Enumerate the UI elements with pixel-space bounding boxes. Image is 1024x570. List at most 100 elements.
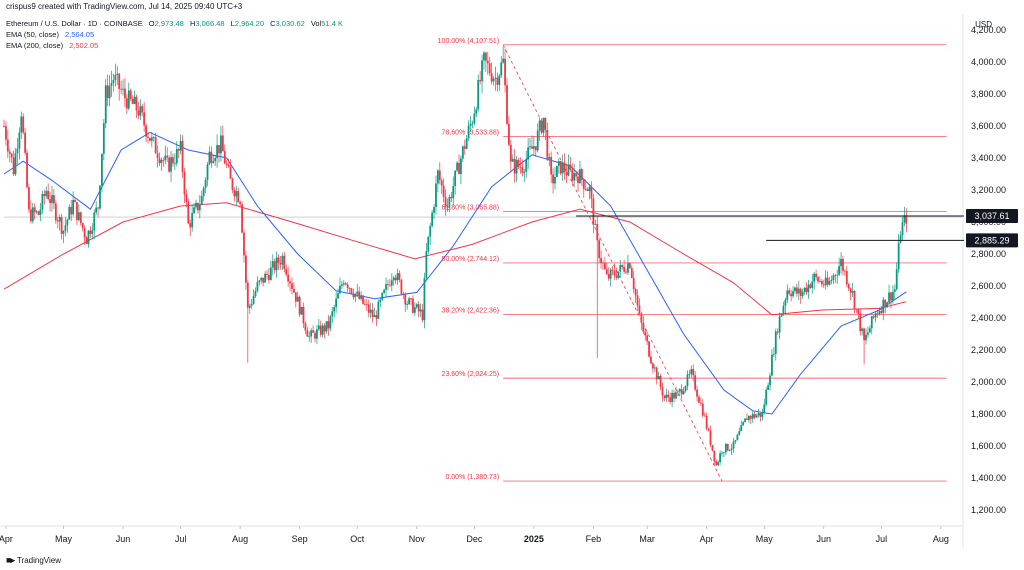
- time-tick-label: May: [55, 534, 73, 544]
- time-tick-label: Aug: [933, 534, 949, 544]
- candle-body: [832, 275, 835, 281]
- candle-body: [83, 228, 86, 238]
- candle-body: [486, 60, 489, 64]
- symbol-label[interactable]: Ethereum / U.S. Dollar · 1D · COINBASE: [6, 19, 143, 28]
- candle-body: [797, 288, 800, 294]
- candle-body: [705, 415, 708, 429]
- candle-body: [669, 397, 672, 402]
- candle-body: [592, 198, 595, 225]
- candle-body: [369, 309, 372, 313]
- candle-body: [723, 452, 725, 454]
- candle-body: [388, 284, 391, 286]
- candle-body: [18, 132, 21, 149]
- candle-body: [275, 257, 278, 271]
- candle-body: [421, 309, 424, 321]
- candle-body: [778, 316, 781, 333]
- candle-body: [35, 211, 38, 213]
- candle-body: [172, 157, 174, 164]
- candle-body: [532, 146, 535, 149]
- candle-body: [863, 328, 865, 341]
- candle-body: [364, 303, 366, 305]
- candle-body: [696, 389, 698, 397]
- candle-body: [792, 291, 794, 297]
- candle-body: [584, 189, 587, 191]
- fib-level-label: 23.60% (2,024.25): [442, 371, 500, 378]
- candle-body: [554, 176, 556, 184]
- candle-body: [243, 232, 245, 256]
- candle-body: [709, 430, 712, 446]
- volume-value: 51.4 K: [321, 19, 343, 28]
- candle-body: [392, 277, 395, 281]
- candle-body: [200, 195, 203, 205]
- legend-ema50-row[interactable]: EMA (50, close) 2,564.05: [6, 29, 343, 40]
- candle-body: [26, 152, 28, 188]
- candle-body: [398, 273, 401, 280]
- candle-body: [423, 278, 426, 321]
- tradingview-logo[interactable]: ■▸ TradingView: [6, 555, 61, 566]
- candle-body: [29, 209, 32, 222]
- candle-body: [125, 98, 128, 109]
- candle-body: [483, 52, 485, 61]
- candle-body: [41, 193, 44, 210]
- ema200-group: [3, 202, 907, 316]
- candle-body: [248, 305, 251, 308]
- candle-body: [703, 415, 706, 417]
- time-axis-group[interactable]: Apr May Jun Jul Aug Sep Oct Nov Dec 2025 Feb Mar Apr…: [0, 526, 949, 544]
- candle-body: [523, 171, 526, 173]
- candle-body: [655, 367, 658, 380]
- fib-level-label: 50.00% (2,744.12): [442, 256, 500, 263]
- candle-body: [757, 413, 760, 416]
- candle-body: [365, 304, 368, 305]
- candle-body: [874, 313, 877, 318]
- candle-body: [893, 289, 896, 292]
- candle-body: [442, 185, 445, 197]
- candle-body: [76, 202, 78, 221]
- candle-body: [266, 273, 268, 275]
- legend-symbol-row: Ethereum / U.S. Dollar · 1D · COINBASE O…: [6, 18, 343, 29]
- candle-body: [166, 155, 169, 158]
- candle-body: [525, 159, 528, 172]
- candle-body: [556, 165, 558, 177]
- candle-body: [475, 109, 478, 114]
- candle-body: [565, 172, 568, 176]
- time-tick-label: Jun: [817, 534, 832, 544]
- candle-body: [204, 179, 207, 188]
- candle-body: [652, 363, 654, 369]
- candle-body: [859, 313, 862, 332]
- candle-body: [849, 288, 852, 293]
- candle-body: [771, 354, 773, 376]
- candle-body: [536, 130, 539, 151]
- price-tick-label: 1,200.00: [971, 505, 1006, 515]
- candle-body: [433, 207, 435, 213]
- candle-body: [667, 394, 670, 398]
- candle-body: [490, 73, 493, 82]
- candle-body: [360, 295, 362, 299]
- fib-level-label: 78.60% (3,533.88): [442, 130, 500, 137]
- candle-body: [308, 336, 311, 338]
- ema50-label: EMA (50, close): [6, 30, 59, 39]
- candle-body: [872, 316, 875, 318]
- candle-body: [394, 277, 397, 281]
- candle-body: [625, 271, 627, 273]
- legend-ema200-row[interactable]: EMA (200, close) 2,502.05: [6, 40, 343, 51]
- candle-body: [734, 440, 737, 442]
- candle-body: [356, 291, 359, 294]
- candle-body: [58, 217, 61, 222]
- candle-body: [765, 389, 768, 405]
- candle-body: [271, 261, 274, 268]
- candle-body: [673, 392, 675, 399]
- price-axis-group[interactable]: 1,200.00 1,400.00 1,600.00 1,800.00 2,000.00…: [971, 25, 1006, 515]
- candle-body: [659, 375, 662, 387]
- candle-body: [811, 281, 814, 288]
- candle-body: [596, 224, 599, 241]
- candle-body: [561, 162, 564, 174]
- tradingview-logo-icon: ■▸: [6, 555, 15, 565]
- candle-body: [479, 80, 482, 82]
- candle-body: [628, 263, 631, 269]
- candle-body: [876, 313, 879, 315]
- candle-body: [104, 85, 107, 124]
- candle-body: [661, 386, 664, 396]
- candle-body: [855, 308, 858, 310]
- candle-body: [47, 190, 50, 200]
